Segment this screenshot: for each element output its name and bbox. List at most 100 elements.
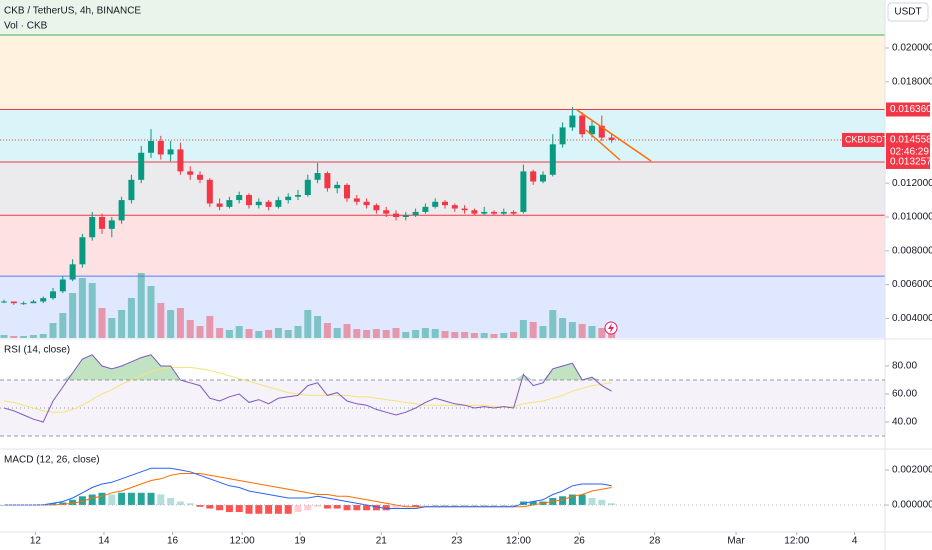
candle-body [10,301,17,304]
symbol-label: CKBUSDT [845,134,889,144]
currency-button[interactable] [887,2,929,22]
x-tick-label: 26 [574,536,586,547]
volume-bar [235,326,243,338]
candle-body [236,195,243,201]
volume-bar [176,308,184,338]
symbol-box [842,132,885,147]
x-tick-label: 14 [98,536,110,547]
volume-bar [78,278,86,338]
candle-body [569,115,576,128]
candle-body [295,195,302,197]
volume-bar [29,335,37,338]
volume-bar [245,329,253,338]
trendline [576,109,652,162]
volume-bar [519,320,527,338]
volume-title: Vol · CKB [4,21,48,32]
macd-histogram-bar [412,505,420,507]
volume-bar [470,333,478,338]
candle-body [393,213,400,217]
candle-body [69,264,76,280]
x-tick-label: 19 [294,536,306,547]
candle-body [206,179,213,204]
candle-body [539,174,546,182]
x-tick-label: 12 [30,536,42,547]
y-tick-label: 0.020000 [892,43,932,54]
macd-histogram-bar [284,505,292,514]
macd-histogram-bar [578,494,586,506]
macd-histogram-bar [88,494,96,506]
candle-body [334,184,341,189]
x-tick-label: 4 [852,536,858,547]
macd-histogram-bar [363,505,371,511]
candle-body [226,200,233,207]
macd-histogram-bar [314,505,322,507]
y-tick-label: 0.008000 [892,245,932,256]
y-tick-label: 60.00 [892,389,917,400]
macd-histogram-bar [196,505,204,507]
macd-histogram-bar [529,501,537,506]
macd-histogram-bar [127,492,135,506]
volume-bar [147,286,155,338]
macd-histogram-bar [608,503,616,506]
macd-histogram-bar [323,505,331,509]
candle-body [304,179,311,196]
macd-histogram-bar [372,505,380,511]
macd-histogram-bar [216,505,224,511]
volume-bar [549,310,557,338]
x-tick-label: 12:00 [784,536,809,547]
candle-body [167,149,174,155]
candle-body [363,201,370,206]
candle-body [481,211,488,214]
macd-line [4,467,612,509]
rsi-line [3,354,612,423]
volume-bar [412,330,420,338]
trendline [585,129,621,161]
candle-body [422,206,429,212]
volume-bar [372,329,380,338]
candle-body [187,171,194,175]
candle-body [451,205,458,209]
volume-bar [225,330,233,338]
macd-histogram-bar [69,499,77,506]
volume-bar [363,330,371,338]
macd-histogram-bar [598,499,606,506]
candle-body [314,173,321,180]
volume-bar [59,313,67,338]
macd-histogram-bar [176,501,184,506]
macd-histogram-bar [333,505,341,509]
volume-bar [402,332,410,338]
y-tick-label: 80.00 [892,361,917,372]
volume-bar [255,331,263,338]
macd-histogram-bar [108,494,116,506]
volume-bar [127,298,135,338]
volume-bar [529,322,537,338]
volume-bar [421,328,429,338]
x-tick-label: 12:00 [230,536,255,547]
candle-body [20,303,27,305]
macd-histogram-bar [470,505,478,506]
macd-histogram-bar [245,505,253,514]
volume-bar [196,326,204,338]
rsi-band-fill [0,380,885,436]
candle-body [559,127,566,145]
volume-bar [588,326,596,338]
volume-bar [304,310,312,338]
candle-body [383,210,390,214]
event-icon-bolt [608,323,614,333]
rsi-ma-line [3,366,612,413]
volume-bar [578,324,586,338]
x-tick-label: 28 [649,536,661,547]
candle-body [118,200,125,221]
level-label-box [886,102,930,117]
macd-histogram-bar [304,505,312,511]
candle-body [461,208,468,211]
volume-bar [98,308,106,338]
zone [0,0,885,35]
macd-histogram-bar [137,492,145,506]
candle-body [30,301,37,304]
macd-histogram-bar [147,492,155,506]
macd-histogram-bar [98,492,106,506]
macd-histogram-bar [431,505,439,506]
candle-body [40,298,47,302]
volume-bar [216,328,224,338]
